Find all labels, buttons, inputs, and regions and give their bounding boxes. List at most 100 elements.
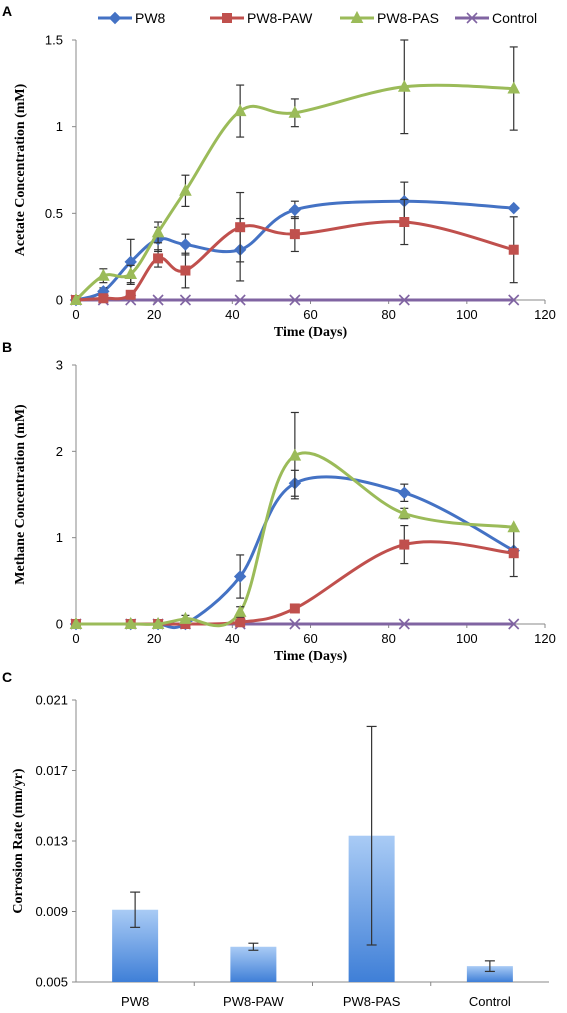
panel-a-point-control	[289, 294, 301, 306]
panel-c-category-label-pw8-pas: PW8-PAS	[343, 994, 401, 1009]
panel-a-point-pw8	[507, 201, 520, 215]
panel-c-letter: C	[2, 669, 12, 685]
panel-a-y-tick-label: 0	[56, 293, 63, 308]
panel-a-x-tick-label: 20	[147, 307, 161, 322]
panel-a-letter: A	[2, 3, 12, 19]
legend: PW8 PW8-PAW PW8-PAS Control	[98, 10, 537, 26]
panel-b-y-tick-label: 3	[56, 358, 63, 373]
legend-label-pw8: PW8	[135, 10, 166, 26]
panel-b-point-pw8	[398, 486, 411, 499]
panel-a-point-pw8-paw	[180, 265, 191, 276]
panel-a-point-control	[398, 294, 410, 306]
panel-c-y-tick-label: 0.005	[35, 975, 68, 990]
panel-a-x-tick-label: 0	[72, 307, 79, 322]
panel-b-series-pw8-pas	[69, 411, 521, 629]
panel-a-point-pw8	[288, 203, 302, 217]
panel-a-point-pw8-paw	[125, 289, 136, 300]
panel-b-point-pw8-pas	[507, 520, 521, 533]
panel-b-y-tick-label: 1	[56, 530, 63, 545]
panel-a-x-tick-label: 120	[534, 307, 556, 322]
panel-c-bar-control	[466, 966, 513, 982]
panel-c-y-tick-label: 0.017	[35, 763, 68, 778]
panel-a-point-control	[234, 294, 246, 306]
panel-c-y-tick-label: 0.021	[35, 693, 68, 708]
panel-a-point-pw8-pas	[124, 266, 138, 279]
panel-a-x-tick-label: 80	[381, 307, 395, 322]
legend-label-pw8-paw: PW8-PAW	[247, 10, 313, 26]
panel-a-point-pw8-paw	[153, 253, 164, 264]
panel-c-chart: 0.005 0.009 0.013 0.017 0.021 PW8 PW8-PAW PW8-P…	[11, 693, 549, 1009]
legend-label-control: Control	[492, 10, 537, 26]
panel-b-x-tick-label: 20	[147, 631, 161, 646]
panel-b-point-control	[289, 618, 301, 630]
panel-b-point-pw8-paw	[235, 617, 246, 628]
panel-b-y-axis-title: Methane Concentration (mM)	[13, 404, 28, 585]
panel-a-point-pw8-paw	[235, 222, 246, 233]
panel-c-error-bar-pw8-pas	[366, 725, 377, 946]
legend-item-pw8-pas: PW8-PAS	[340, 10, 439, 26]
panel-a-point-pw8-pas	[151, 225, 165, 238]
legend-marker-control	[466, 12, 478, 24]
panel-c-y-tick-label: 0.009	[35, 904, 68, 919]
panel-a-point-pw8-pas	[288, 105, 302, 118]
panel-c-category-label-pw8-paw: PW8-PAW	[223, 994, 284, 1009]
panel-b-x-tick-label: 80	[381, 631, 395, 646]
panel-b-x-tick-label: 100	[456, 631, 478, 646]
legend-marker-pw8	[108, 11, 122, 25]
panel-a-point-pw8-pas	[69, 292, 83, 305]
panel-a-x-tick-label: 100	[456, 307, 478, 322]
panel-b-point-pw8-pas	[69, 616, 83, 629]
legend-item-control: Control	[455, 10, 537, 26]
panel-a-point-pw8-pas	[233, 103, 247, 117]
panel-b-point-pw8-paw	[399, 539, 410, 550]
panel-a-series-pw8-paw	[71, 191, 519, 305]
panel-b-x-axis-title: Time (Days)	[274, 649, 348, 664]
panel-b-point-pw8-pas	[151, 616, 165, 629]
panel-a-y-tick-label: 0.5	[45, 206, 63, 221]
panel-b-y-tick-label: 2	[56, 444, 63, 459]
panel-a-point-pw8-paw	[98, 293, 109, 304]
panel-b-y-tick-label: 0	[56, 617, 63, 632]
panel-c-y-axis-title: Corrosion Rate (mm/yr)	[11, 768, 26, 913]
panel-a-x-tick-label: 60	[303, 307, 317, 322]
panel-a-x-axis-title: Time (Days)	[274, 325, 348, 340]
panel-a-point-pw8-pas	[97, 268, 110, 281]
panel-a-series-pw8-pas	[69, 39, 521, 305]
panel-b-point-pw8	[233, 570, 247, 583]
panel-a-point-control	[508, 294, 520, 306]
panel-c-y-tick-label: 0.013	[35, 834, 68, 849]
panel-a-line-pw8-pas	[74, 83, 514, 302]
panel-b-x-tick-label: 60	[303, 631, 317, 646]
panel-c-error-bar-control	[484, 960, 495, 973]
panel-b-point-control	[508, 618, 520, 630]
panel-a-point-control	[179, 294, 191, 306]
panel-c-error-bar-pw8	[130, 891, 141, 928]
panel-a-y-tick-label: 1	[56, 119, 63, 134]
legend-marker-pw8-pas	[350, 10, 364, 23]
panel-b-chart: 0 20 40 60 80 100 120 0 1 2 3 Time (Days) Methane Co…	[13, 358, 556, 665]
panel-a-line-pw8-paw	[75, 220, 515, 302]
panel-b-point-pw8-paw	[289, 603, 300, 614]
panel-b-x-tick-label: 0	[72, 631, 79, 646]
panel-b-point-pw8-pas	[124, 616, 138, 629]
panel-b-x-tick-label: 120	[534, 631, 556, 646]
panel-a-point-pw8-pas	[179, 183, 192, 196]
panel-b-point-control	[398, 618, 410, 630]
panel-c-error-bar-pw8-paw	[248, 942, 259, 951]
panel-a-x-tick-label: 40	[225, 307, 239, 322]
panel-a-y-tick-label: 1.5	[45, 33, 63, 48]
panel-a-point-pw8-paw	[508, 244, 519, 255]
panel-a-point-control	[152, 294, 164, 306]
legend-label-pw8-pas: PW8-PAS	[377, 10, 439, 26]
legend-item-pw8-paw: PW8-PAW	[210, 10, 313, 26]
panel-b-point-pw8-pas	[288, 448, 302, 461]
panel-a-point-pw8	[179, 238, 192, 251]
panel-a-point-pw8-paw	[399, 217, 410, 227]
panel-b-point-pw8-pas	[233, 604, 247, 617]
panel-c-category-label-control: Control	[469, 994, 511, 1009]
panel-b-point-pw8-pas	[397, 506, 411, 519]
legend-item-pw8: PW8	[98, 10, 166, 26]
panel-a-point-pw8-pas	[507, 81, 521, 94]
panel-a-point-pw8-pas	[397, 79, 411, 92]
